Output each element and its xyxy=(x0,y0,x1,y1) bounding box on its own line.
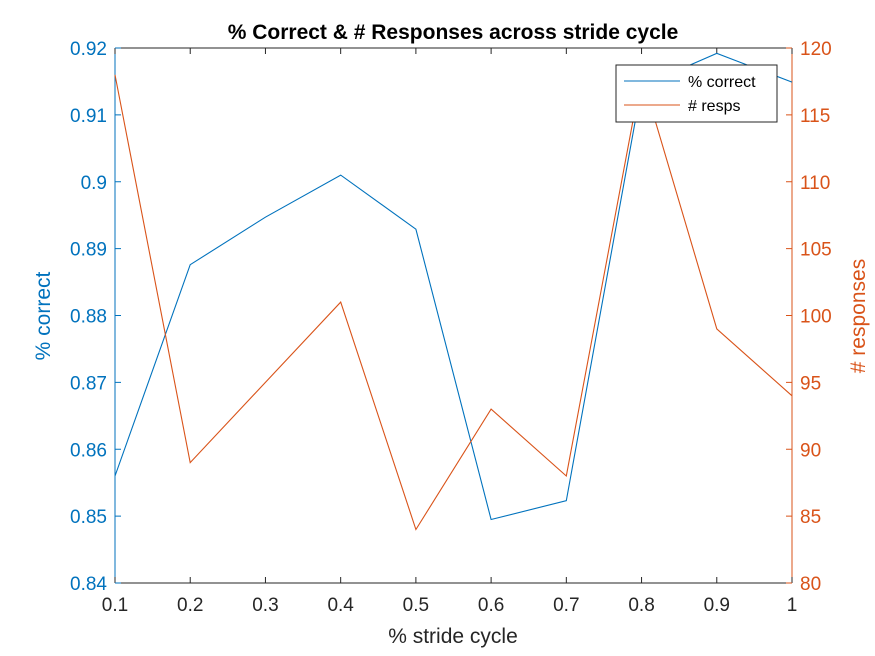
y-left-tick-label: 0.87 xyxy=(70,373,107,394)
y-right-tick-label: 115 xyxy=(800,106,830,127)
y-left-tick-label: 0.91 xyxy=(70,106,107,127)
x-tick-label: 0.9 xyxy=(704,595,730,616)
y-left-tick-label: 0.89 xyxy=(70,240,107,261)
y-right-tick-label: 90 xyxy=(800,440,821,461)
y-left-tick-label: 0.92 xyxy=(70,39,107,60)
x-tick-label: 0.3 xyxy=(252,595,278,616)
legend: % correct # resps xyxy=(615,64,778,123)
legend-label: % correct xyxy=(688,74,756,91)
chart-title: % Correct & # Responses across stride cy… xyxy=(228,21,679,44)
y-left-tick-label: 0.86 xyxy=(70,440,107,461)
x-tick-label: 0.2 xyxy=(177,595,203,616)
x-tick-label: 0.4 xyxy=(327,595,354,616)
y-axis-right-label: # responses xyxy=(847,259,870,373)
y-right-tick-label: 100 xyxy=(800,307,832,328)
y-left-tick-label: 0.88 xyxy=(70,307,107,328)
y-right-tick-label: 110 xyxy=(800,173,830,194)
y-right-tick-label: 80 xyxy=(800,574,821,595)
y-right-tick-label: 95 xyxy=(800,373,821,394)
y-right-tick-label: 105 xyxy=(800,240,832,261)
x-tick-label: 0.6 xyxy=(478,595,504,616)
y-right-tick-label: 85 xyxy=(800,507,821,528)
x-axis-label: % stride cycle xyxy=(388,625,518,648)
y-axis-left-label: % correct xyxy=(32,271,55,360)
legend-box xyxy=(615,64,778,123)
y-left-tick-label: 0.85 xyxy=(70,507,107,528)
x-tick-label: 1 xyxy=(787,595,798,616)
series-line-responses xyxy=(114,74,793,531)
x-tick-label: 0.5 xyxy=(403,595,429,616)
y-right-tick-label: 120 xyxy=(800,39,832,60)
x-tick-label: 0.1 xyxy=(102,595,128,616)
y-left-tick-label: 0.9 xyxy=(81,173,107,194)
plot-area: 0.1 0.2 0.3 0.4 0.5 0.6 0.7 0.8 0.9 10.840.850.86… xyxy=(70,39,832,616)
x-tick-label: 0.7 xyxy=(553,595,579,616)
y-left-tick-label: 0.84 xyxy=(70,574,107,595)
series-line-percent-correct xyxy=(114,52,793,521)
x-tick-label: 0.8 xyxy=(628,595,654,616)
legend-label: # resps xyxy=(688,98,740,115)
